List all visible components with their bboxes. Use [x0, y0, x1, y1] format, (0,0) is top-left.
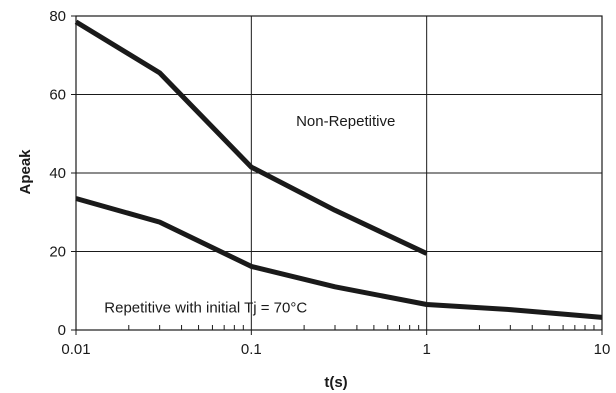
y-tick-label: 0 — [58, 322, 66, 339]
y-tick-label: 40 — [49, 165, 66, 182]
series-lines — [74, 19, 603, 320]
y-axis-title: Apeak — [17, 149, 34, 195]
non-repetitive-line — [74, 19, 428, 256]
repetitive-line — [75, 196, 603, 320]
y-tick-label: 80 — [49, 8, 66, 25]
axes: 0.01 0.1 1 10 0 20 40 60 80 Non-Repetitive Repetit… — [49, 8, 610, 358]
grid — [76, 16, 602, 330]
y-tick-label: 20 — [49, 244, 66, 261]
x-tick-label: 10 — [594, 341, 611, 358]
y-tick-label: 60 — [49, 87, 66, 104]
x-tick-label: 0.01 — [61, 341, 90, 358]
x-tick-label: 0.1 — [241, 341, 262, 358]
annotation-non-repetitive: Non-Repetitive — [296, 113, 395, 130]
annotation-repetitive: Repetitive with initial Tj = 70°C — [104, 299, 307, 316]
x-tick-label: 1 — [422, 341, 430, 358]
x-axis-title: t(s) — [324, 374, 347, 391]
